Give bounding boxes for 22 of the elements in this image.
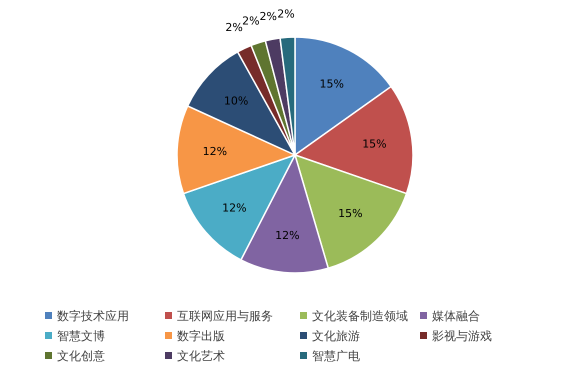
data-label: 12% [202, 145, 228, 158]
legend-label: 智慧广电 [312, 349, 360, 363]
legend-label: 数字出版 [177, 329, 225, 343]
data-label: 2% [225, 21, 243, 34]
data-label: 12% [222, 202, 247, 215]
data-label: 2% [277, 8, 295, 21]
legend-label: 文化旅游 [312, 329, 360, 343]
legend-label: 影视与游戏 [432, 329, 492, 343]
legend-label: 智慧文博 [57, 329, 105, 343]
legend-label: 媒体融合 [432, 309, 480, 323]
data-label: 2% [259, 10, 277, 23]
legend-label: 互联网应用与服务 [177, 309, 273, 323]
data-label: 15% [320, 78, 344, 91]
data-label: 15% [362, 138, 387, 151]
legend-label: 文化装备制造领域 [312, 309, 408, 323]
data-label: 12% [275, 228, 300, 242]
data-label: 2% [242, 14, 260, 28]
data-label: 10% [224, 94, 248, 108]
data-label: 15% [338, 207, 363, 220]
legend-label: 数字技术应用 [57, 309, 129, 323]
legend-label: 文化艺术 [177, 349, 225, 363]
legend-label: 文化创意 [57, 349, 105, 363]
